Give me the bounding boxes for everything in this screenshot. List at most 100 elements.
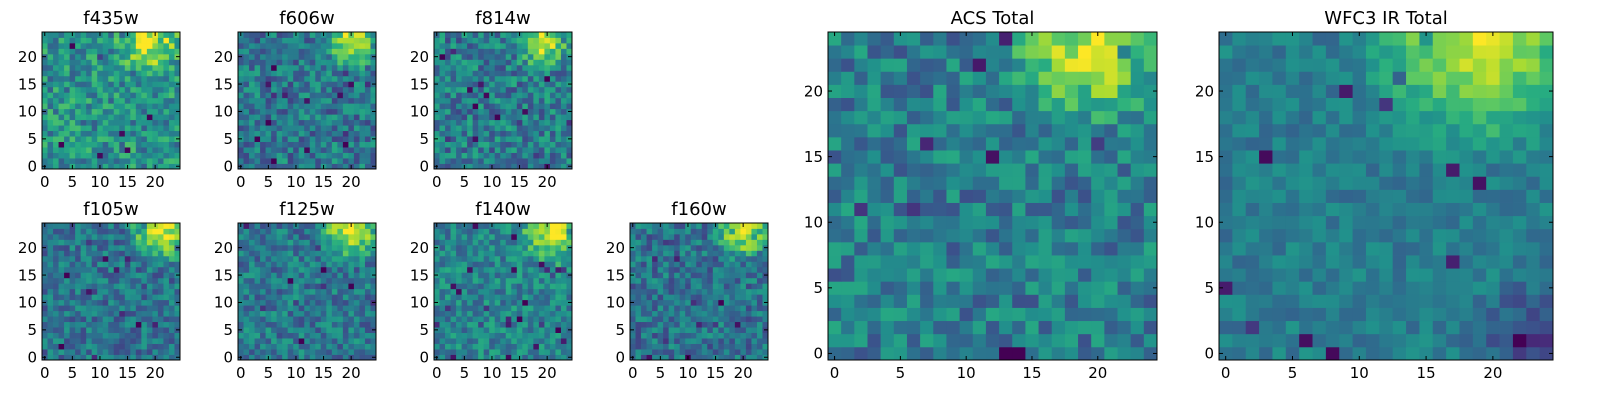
heatmap-cell xyxy=(467,125,474,132)
heatmap-cell xyxy=(163,97,170,104)
heatmap-cell xyxy=(97,283,104,290)
heatmap-cell xyxy=(456,244,462,251)
heatmap-cell xyxy=(135,277,142,284)
heatmap-cell xyxy=(249,141,255,148)
heatmap-cell xyxy=(560,338,567,344)
heatmap-cell xyxy=(265,48,272,55)
heatmap-cell xyxy=(549,125,556,132)
heatmap-cell xyxy=(135,272,142,279)
heatmap-cell xyxy=(265,92,272,99)
heatmap-cell xyxy=(249,277,255,284)
heatmap-cell xyxy=(108,152,115,159)
heatmap-cell xyxy=(489,343,496,350)
heatmap-cell xyxy=(511,64,518,71)
heatmap-cell xyxy=(527,239,534,246)
heatmap-cell xyxy=(364,163,371,170)
heatmap-cell xyxy=(555,97,562,104)
heatmap-cell xyxy=(260,114,266,121)
heatmap-cell xyxy=(456,136,462,142)
heatmap-cell xyxy=(516,233,523,240)
heatmap-cell xyxy=(472,327,479,333)
heatmap-cell xyxy=(555,37,562,44)
heatmap-cell xyxy=(527,228,534,235)
heatmap-cell xyxy=(152,228,159,235)
heatmap-cell xyxy=(489,37,496,44)
heatmap-cell xyxy=(527,114,534,121)
heatmap-cell xyxy=(113,228,120,235)
heatmap-cell xyxy=(47,349,54,355)
heatmap-cell xyxy=(254,97,261,104)
heatmap-cell xyxy=(168,327,175,333)
y-tick-label: 15 xyxy=(214,75,233,93)
heatmap-cell xyxy=(456,305,462,312)
heatmap-cell xyxy=(157,354,164,361)
heatmap-cell xyxy=(500,86,507,93)
heatmap-cell xyxy=(450,305,457,312)
heatmap-cell xyxy=(456,233,462,240)
heatmap-cell xyxy=(712,349,719,355)
heatmap-cell xyxy=(265,75,272,82)
heatmap-cell xyxy=(854,228,868,243)
panel-title: f435w xyxy=(83,8,138,29)
heatmap-cell xyxy=(434,37,440,44)
heatmap-cell xyxy=(163,349,170,355)
heatmap-cell xyxy=(494,316,501,323)
heatmap-cell xyxy=(287,147,294,153)
heatmap-cell xyxy=(342,327,349,333)
heatmap-cell xyxy=(69,64,76,71)
heatmap-cell xyxy=(489,75,496,82)
heatmap-cell xyxy=(135,244,142,251)
heatmap-cell xyxy=(544,294,551,301)
heatmap-cell xyxy=(157,255,164,262)
heatmap-cell xyxy=(146,255,153,262)
heatmap-cell xyxy=(168,42,175,49)
heatmap-cell xyxy=(309,233,316,240)
heatmap-cell xyxy=(97,327,104,333)
heatmap-cell xyxy=(549,119,556,126)
heatmap-cell xyxy=(254,130,261,137)
heatmap-cell xyxy=(450,349,457,355)
heatmap-cell xyxy=(141,37,148,44)
heatmap-cell xyxy=(42,255,48,262)
heatmap-cell xyxy=(168,32,175,38)
heatmap-cell xyxy=(674,228,681,235)
heatmap-cell xyxy=(511,266,518,273)
heatmap-cell xyxy=(641,327,647,333)
heatmap-cell xyxy=(47,81,54,88)
heatmap-cell xyxy=(364,32,371,38)
heatmap-cell xyxy=(893,202,908,217)
heatmap-cell xyxy=(668,272,675,279)
heatmap-cell xyxy=(238,332,244,339)
heatmap-cell xyxy=(370,48,377,55)
heatmap-cell xyxy=(762,228,769,235)
heatmap-cell xyxy=(331,125,338,132)
heatmap-cell xyxy=(337,310,344,317)
heatmap-cell xyxy=(707,327,714,333)
heatmap-cell xyxy=(489,147,496,153)
heatmap-cell xyxy=(168,81,175,88)
heatmap-cell xyxy=(271,250,278,257)
heatmap-cell xyxy=(527,125,534,132)
heatmap-cell xyxy=(560,255,567,262)
heatmap-cell xyxy=(42,288,48,295)
heatmap-cell xyxy=(751,349,758,355)
heatmap-cell xyxy=(304,305,311,312)
heatmap-cell xyxy=(450,354,457,361)
heatmap-cell xyxy=(985,320,1000,335)
heatmap-cell xyxy=(712,305,719,312)
heatmap-cell xyxy=(146,141,153,148)
heatmap-cell xyxy=(663,266,670,273)
heatmap-cell xyxy=(163,70,170,77)
heatmap-cell xyxy=(527,136,534,142)
x-tick-label: 15 xyxy=(118,364,137,382)
heatmap-cell xyxy=(696,233,703,240)
heatmap-cell xyxy=(359,70,366,77)
heatmap-cell xyxy=(434,277,440,284)
heatmap-cell xyxy=(483,288,490,295)
heatmap-cell xyxy=(86,239,93,246)
heatmap-cell xyxy=(696,244,703,251)
heatmap-cell xyxy=(163,32,170,38)
heatmap-cell xyxy=(287,114,294,121)
heatmap-cell xyxy=(445,321,451,328)
heatmap-cell xyxy=(249,354,255,361)
